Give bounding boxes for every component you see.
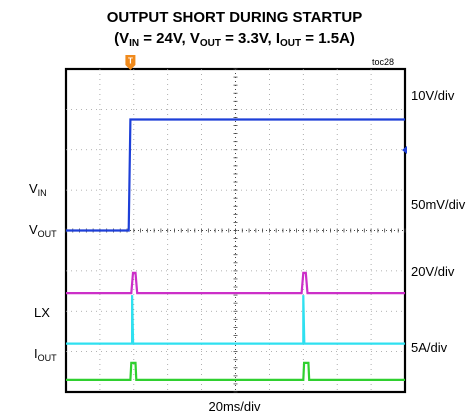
- label-lx: LX: [34, 305, 50, 321]
- traces: [66, 118, 405, 381]
- trace-vin: [66, 118, 405, 232]
- trace-lx: [66, 295, 405, 345]
- scale-vin: 10V/div: [411, 88, 455, 103]
- trigger-marker: [125, 55, 136, 70]
- label-vout: VOUT: [29, 222, 57, 239]
- label-main: LX: [34, 305, 50, 320]
- x-scale-label: 20ms/div: [208, 399, 261, 414]
- label-sub: OUT: [37, 353, 57, 363]
- label-main: V: [29, 181, 38, 196]
- label-sub: IN: [37, 188, 47, 198]
- label-sub: OUT: [37, 229, 57, 239]
- title-part: = 3.3V, I: [220, 30, 281, 47]
- label-iout: IOUT: [34, 346, 57, 363]
- chart-title-line1: OUTPUT SHORT DURING STARTUP: [106, 9, 363, 26]
- level-marker: [402, 146, 407, 154]
- label-main: I: [34, 346, 38, 361]
- trigger-marker-label: T: [128, 57, 133, 66]
- scale-vout: 50mV/div: [411, 197, 466, 212]
- trace-iout: [66, 361, 405, 381]
- chart-title-line2: (VIN = 24V, VOUT = 3.3V, IOUT = 1.5A): [0, 30, 469, 50]
- markers: T: [125, 55, 407, 154]
- scale-lx: 20V/div: [411, 264, 455, 279]
- trace-vout: [66, 271, 405, 295]
- title-sub: IN: [129, 38, 140, 49]
- label-vin: VIN: [29, 181, 47, 198]
- title-part: = 1.5A): [301, 30, 355, 47]
- title-sub: OUT: [199, 38, 221, 49]
- title-part: = 24V, V: [139, 30, 200, 47]
- figure-id: toc28: [372, 57, 395, 67]
- title-sub: OUT: [280, 38, 302, 49]
- title-part: (V: [114, 30, 130, 47]
- scale-iout: 5A/div: [411, 340, 448, 355]
- label-main: V: [29, 222, 38, 237]
